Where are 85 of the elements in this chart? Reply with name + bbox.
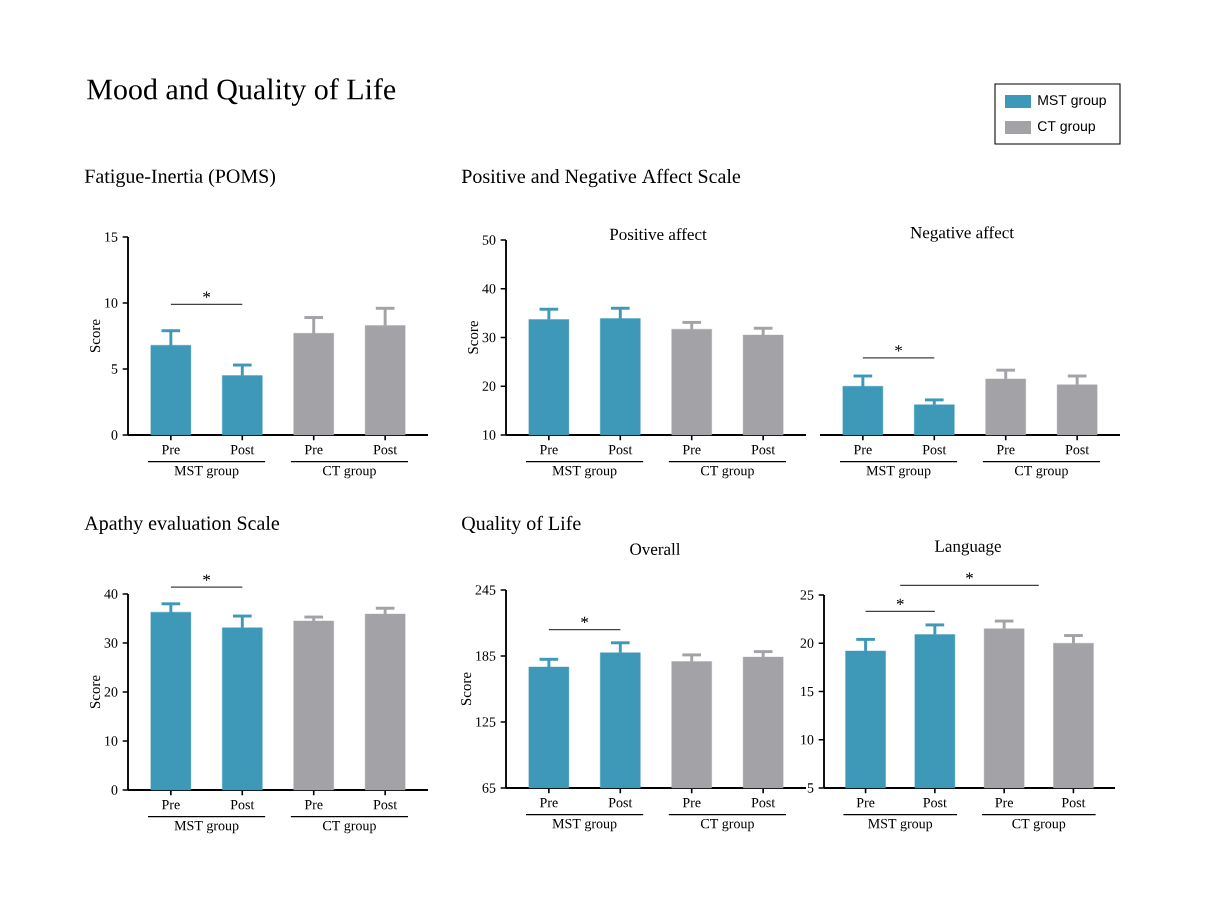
- y-tick-label: 10: [483, 430, 496, 440]
- bar: [293, 620, 334, 791]
- chart-title: Positive and Negative Affect Scale: [461, 168, 741, 188]
- y-tick-label: 30: [104, 638, 118, 648]
- text: MST group: [174, 820, 239, 834]
- y-tick-label: 10: [105, 298, 118, 308]
- x-tick-label: Post: [608, 445, 633, 455]
- y-tick-label: 0: [111, 430, 118, 440]
- y-tick-label: 5: [111, 364, 118, 374]
- x-tick-label: Pre: [995, 798, 1013, 808]
- bar: [364, 613, 406, 791]
- x-tick-label: Post: [1065, 445, 1090, 455]
- text: CT group: [322, 820, 376, 834]
- y-tick-label: 10: [105, 736, 118, 746]
- y-tick-label: 125: [476, 717, 496, 727]
- y-axis-title: Score: [90, 319, 101, 353]
- y-tick-label: 50: [482, 235, 496, 245]
- x-tick-label: Pre: [161, 445, 180, 455]
- y-tick-label: 20: [800, 638, 814, 648]
- x-tick-label: Post: [230, 445, 255, 455]
- text: MST group: [552, 818, 617, 832]
- bar: [364, 325, 406, 436]
- x-tick-label: Pre: [996, 445, 1015, 455]
- x-tick-label: Pre: [682, 798, 701, 808]
- chart-subtitle: Negative affect: [910, 226, 1014, 242]
- x-tick-label: Post: [1061, 798, 1086, 808]
- x-tick-label: Pre: [682, 445, 701, 455]
- chart-subtitle: Language: [934, 540, 1001, 556]
- x-tick-label: Pre: [856, 798, 875, 808]
- annotation: *: [895, 345, 903, 352]
- x-tick-label: Pre: [304, 445, 323, 455]
- y-tick-label: 245: [475, 585, 496, 595]
- chart-subtitle: Positive affect: [609, 227, 707, 241]
- y-tick-label: 40: [104, 589, 118, 599]
- chart-title: Quality of Life: [462, 515, 581, 535]
- x-tick-label: Pre: [304, 800, 323, 810]
- y-tick-label: 20: [104, 687, 118, 697]
- y-tick-label: 5: [807, 783, 814, 793]
- text: CT group: [1012, 818, 1066, 832]
- annotation: *: [581, 616, 589, 624]
- y-tick-label: 30: [482, 332, 496, 343]
- legend-label: CT group: [1037, 121, 1096, 134]
- x-tick-label: Post: [751, 445, 776, 455]
- annotation: *: [203, 291, 211, 298]
- y-tick-label: 40: [482, 284, 496, 294]
- text: CT group: [700, 818, 754, 832]
- y-tick-label: 25: [800, 590, 814, 600]
- text: Mood and Quality of Life: [87, 78, 396, 106]
- y-tick-label: 185: [476, 651, 496, 661]
- chart-subtitle: Overall: [630, 543, 681, 555]
- text: *: [203, 574, 211, 581]
- x-tick-label: Post: [751, 798, 776, 808]
- text: MST group: [866, 465, 931, 479]
- x-tick-label: Pre: [539, 798, 558, 808]
- text: MST group: [868, 818, 933, 832]
- x-tick-label: Pre: [161, 800, 180, 810]
- y-axis-title: Score: [468, 320, 479, 354]
- text: CT group: [700, 465, 754, 479]
- text: MST group: [174, 465, 239, 479]
- y-axis-title: Score: [461, 672, 472, 706]
- x-tick-label: Post: [373, 445, 398, 455]
- y-tick-label: 15: [105, 232, 118, 242]
- x-tick-label: Post: [922, 445, 947, 455]
- annotation: *: [896, 598, 904, 605]
- y-tick-label: 0: [111, 785, 118, 795]
- text: MST group: [552, 465, 617, 479]
- text: *: [966, 572, 973, 579]
- bar: [293, 333, 334, 436]
- x-tick-label: Post: [230, 800, 255, 810]
- y-tick-label: 65: [482, 783, 496, 793]
- x-tick-label: Post: [608, 798, 633, 808]
- x-tick-label: Pre: [853, 445, 872, 455]
- y-axis-title: Score: [90, 675, 101, 709]
- y-tick-label: 10: [801, 735, 814, 745]
- bar: [150, 345, 192, 436]
- x-tick-label: Post: [373, 800, 398, 810]
- y-tick-label: 20: [482, 381, 496, 391]
- text: CT group: [322, 465, 376, 479]
- chart-title: Fatigue-Inertia (POMS): [84, 168, 276, 188]
- x-tick-label: Post: [923, 798, 947, 808]
- y-tick-label: 15: [801, 686, 814, 697]
- chart-title: Apathy evaluation Scale: [84, 515, 280, 535]
- text: CT group: [1014, 465, 1068, 479]
- x-tick-label: Pre: [539, 445, 558, 455]
- legend-label: MST group: [1038, 95, 1106, 108]
